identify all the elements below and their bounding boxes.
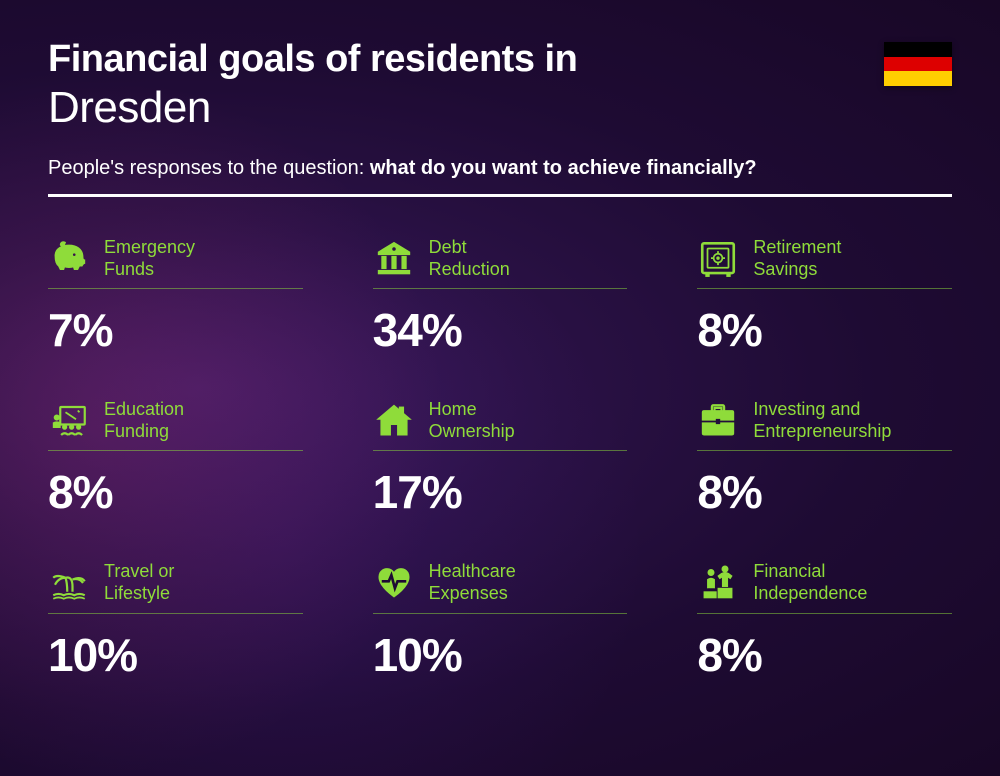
stat-label-line: Entrepreneurship: [753, 421, 891, 443]
stat-value: 17%: [373, 465, 628, 519]
flag-stripe: [884, 57, 952, 72]
stat-label: FinancialIndependence: [753, 561, 867, 604]
stat-card: RetirementSavings 8%: [697, 237, 952, 357]
card-header: RetirementSavings: [697, 237, 952, 289]
healthcare-icon: [373, 562, 415, 604]
stat-value: 8%: [697, 465, 952, 519]
stat-label-line: Savings: [753, 259, 841, 281]
divider: [48, 194, 952, 197]
card-header: HomeOwnership: [373, 399, 628, 451]
stat-label-line: Home: [429, 399, 515, 421]
stat-card: HealthcareExpenses 10%: [373, 561, 628, 681]
stat-label-line: Travel or: [104, 561, 174, 583]
subtitle: People's responses to the question: what…: [48, 157, 952, 180]
card-header: Investing andEntrepreneurship: [697, 399, 952, 451]
stat-label: Travel orLifestyle: [104, 561, 174, 604]
stat-card: HomeOwnership 17%: [373, 399, 628, 519]
flag-stripe: [884, 71, 952, 86]
bank-icon: [373, 238, 415, 280]
stat-label: EducationFunding: [104, 399, 184, 442]
stat-value: 8%: [697, 628, 952, 682]
stat-value: 8%: [697, 303, 952, 357]
flag-germany: [884, 42, 952, 86]
stat-label-line: Lifestyle: [104, 583, 174, 605]
stat-card: EmergencyFunds 7%: [48, 237, 303, 357]
stat-label-line: Healthcare: [429, 561, 516, 583]
stat-label-line: Reduction: [429, 259, 510, 281]
card-header: FinancialIndependence: [697, 561, 952, 613]
subtitle-bold: what do you want to achieve financially?: [370, 157, 757, 179]
subtitle-prefix: People's responses to the question:: [48, 157, 370, 179]
stat-value: 10%: [373, 628, 628, 682]
stat-label-line: Financial: [753, 561, 867, 583]
stat-card: FinancialIndependence 8%: [697, 561, 952, 681]
stat-label-line: Education: [104, 399, 184, 421]
card-header: DebtReduction: [373, 237, 628, 289]
stat-label-line: Debt: [429, 237, 510, 259]
title-line2: Dresden: [48, 83, 952, 133]
stat-label-line: Retirement: [753, 237, 841, 259]
stat-label-line: Ownership: [429, 421, 515, 443]
card-header: HealthcareExpenses: [373, 561, 628, 613]
header: Financial goals of residents in Dresden …: [48, 38, 952, 197]
stat-value: 7%: [48, 303, 303, 357]
stat-label-line: Funding: [104, 421, 184, 443]
stat-label: HomeOwnership: [429, 399, 515, 442]
travel-icon: [48, 562, 90, 604]
stat-label-line: Funds: [104, 259, 195, 281]
stat-card: Investing andEntrepreneurship 8%: [697, 399, 952, 519]
card-header: Travel orLifestyle: [48, 561, 303, 613]
stat-label: HealthcareExpenses: [429, 561, 516, 604]
card-header: EducationFunding: [48, 399, 303, 451]
house-icon: [373, 400, 415, 442]
stat-value: 10%: [48, 628, 303, 682]
stat-label-line: Emergency: [104, 237, 195, 259]
independence-icon: [697, 562, 739, 604]
piggy-bank-icon: [48, 238, 90, 280]
stat-label-line: Investing and: [753, 399, 891, 421]
card-header: EmergencyFunds: [48, 237, 303, 289]
stat-card: EducationFunding 8%: [48, 399, 303, 519]
education-icon: [48, 400, 90, 442]
stats-grid: EmergencyFunds 7% DebtReduction 34% Retireme…: [48, 237, 952, 682]
title-line1: Financial goals of residents in: [48, 38, 952, 81]
stat-label: EmergencyFunds: [104, 237, 195, 280]
flag-stripe: [884, 42, 952, 57]
stat-label: DebtReduction: [429, 237, 510, 280]
stat-label-line: Expenses: [429, 583, 516, 605]
stat-label: RetirementSavings: [753, 237, 841, 280]
stat-label: Investing andEntrepreneurship: [753, 399, 891, 442]
stat-value: 8%: [48, 465, 303, 519]
stat-card: DebtReduction 34%: [373, 237, 628, 357]
stat-value: 34%: [373, 303, 628, 357]
stat-card: Travel orLifestyle 10%: [48, 561, 303, 681]
stat-label-line: Independence: [753, 583, 867, 605]
safe-icon: [697, 238, 739, 280]
briefcase-icon: [697, 400, 739, 442]
